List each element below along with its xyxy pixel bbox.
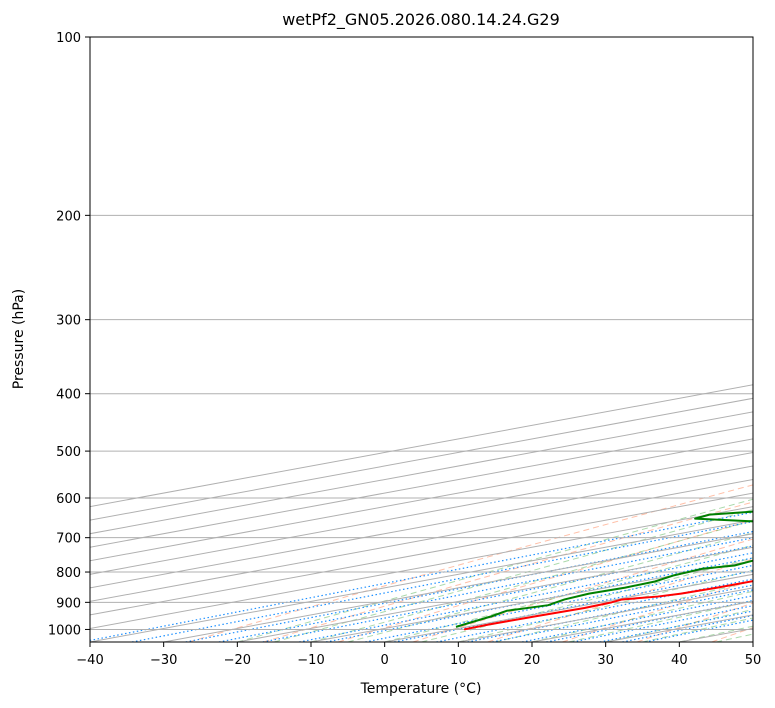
y-tick-label: 700 — [56, 532, 81, 547]
x-tick-label: 20 — [524, 653, 541, 668]
isotherm-line — [90, 479, 753, 602]
moist-adiabat-line — [495, 580, 753, 642]
x-tick-label: −20 — [224, 653, 251, 668]
axes: −40 −30 −20 −10 0 10 20 30 40 50 100 200 300 400 500 60… — [48, 31, 761, 668]
x-tick-label: 30 — [597, 653, 614, 668]
moist-adiabat-line — [310, 520, 753, 642]
mixing-ratio-line — [436, 578, 753, 642]
dry-adiabat-line — [412, 538, 753, 642]
y-tick-label: 800 — [56, 566, 81, 581]
mixing-ratio-line — [299, 552, 753, 642]
mixing-ratio-line — [325, 557, 753, 642]
isotherm-line — [90, 506, 753, 629]
x-tick-label: −10 — [297, 653, 324, 668]
y-tick-label: 200 — [56, 209, 81, 224]
sounding-series — [455, 510, 753, 631]
y-tick-label: 1000 — [48, 623, 81, 638]
y-tick-label: 400 — [56, 388, 81, 403]
isotherm-line — [90, 438, 753, 562]
moist-adiabat-line — [274, 508, 753, 642]
isotherm-line — [163, 533, 753, 642]
x-tick-label: 50 — [745, 653, 762, 668]
y-tick-label: 100 — [56, 31, 81, 46]
y-tick-label: 500 — [56, 445, 81, 460]
dry-adiabat-line — [338, 519, 753, 642]
x-axis-title: Temperature (°C) — [360, 681, 482, 697]
temperature-line — [463, 580, 753, 631]
x-tick-label: 10 — [450, 653, 467, 668]
isotherm-line — [90, 465, 753, 589]
dry-adiabat-line — [562, 579, 753, 642]
chart-title: wetPf2_GN05.2026.080.14.24.G29 — [282, 10, 560, 30]
moist-adiabat-line — [421, 557, 753, 642]
isotherm-line — [90, 519, 753, 642]
y-tick-label: 300 — [56, 314, 81, 329]
isotherm-line — [90, 424, 753, 548]
x-tick-label: 0 — [381, 653, 389, 668]
x-tick-label: −40 — [76, 653, 103, 668]
y-axis-title: Pressure (hPa) — [11, 289, 27, 389]
x-tick-label: 40 — [671, 653, 688, 668]
isotherm-line — [90, 451, 753, 575]
plot-frame — [89, 36, 754, 643]
y-tick-label: 900 — [56, 596, 81, 611]
isotherm-line — [90, 492, 753, 616]
x-tick-label: −30 — [150, 653, 177, 668]
y-tick-label: 600 — [56, 492, 81, 507]
dewpoint-line — [455, 510, 753, 628]
dry-adiabat-line — [188, 484, 753, 642]
